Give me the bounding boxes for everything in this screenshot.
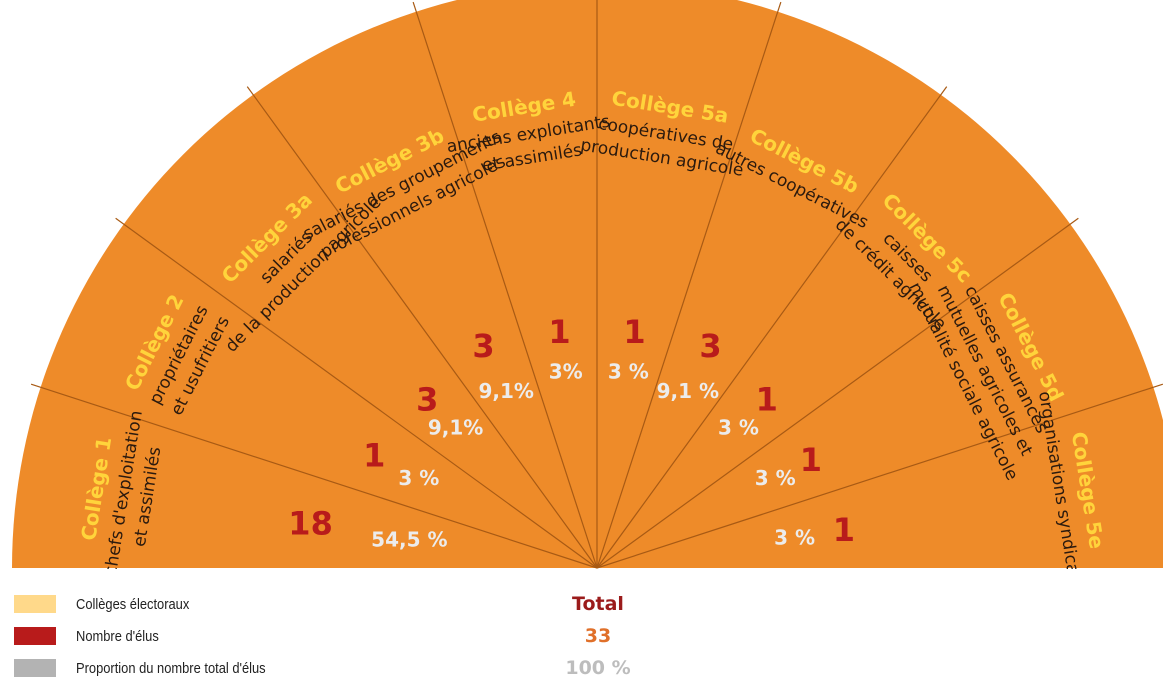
total-label: Total: [572, 593, 624, 615]
sector-divider: [30, 383, 598, 569]
legend: Collèges électoraux Nombre d'élus Propor…: [14, 588, 297, 684]
sector-divider: [115, 217, 598, 569]
legend-item-proportion: Proportion du nombre total d'élus: [14, 652, 297, 684]
legend-item-elus: Nombre d'élus: [14, 620, 297, 652]
elus-percent: 9,1%: [428, 416, 483, 440]
elus-count: 18: [288, 505, 333, 543]
elus-percent: 9,1%: [478, 379, 533, 403]
elus-count: 3: [416, 380, 438, 418]
sector-divider: [596, 1, 782, 569]
sector-divider: [596, 383, 1163, 569]
sector-divider: [596, 217, 1079, 569]
elus-count: 1: [800, 441, 822, 479]
elus-count: 1: [548, 313, 570, 351]
legend-label-colleges: Collèges électoraux: [76, 595, 190, 613]
sector-divider: [596, 86, 948, 569]
elus-count: 3: [472, 327, 494, 365]
total-percent: 100 %: [565, 657, 631, 679]
legend-label-proportion: Proportion du nombre total d'élus: [76, 659, 266, 677]
elus-percent: 9,1 %: [657, 379, 719, 403]
elus-percent: 3 %: [718, 416, 759, 440]
elus-percent: 3 %: [755, 466, 796, 490]
elus-percent: 3 %: [398, 466, 439, 490]
sector-divider: [412, 1, 598, 569]
elus-count: 1: [833, 511, 855, 549]
legend-swatch-elus: [14, 627, 56, 645]
elus-percent: 3 %: [608, 359, 649, 383]
sector-divider: [246, 86, 598, 569]
elus-percent: 3%: [549, 359, 583, 383]
elus-count: 3: [699, 327, 721, 365]
elus-percent: 3 %: [774, 526, 815, 550]
fan-background: [12, 0, 1163, 568]
elus-percent: 54,5 %: [371, 527, 447, 551]
total-block: Total 33 100 %: [498, 588, 698, 684]
total-value: 33: [584, 625, 612, 647]
legend-swatch-colleges: [14, 595, 56, 613]
elus-count: 1: [363, 437, 385, 475]
legend-swatch-proportion: [14, 659, 56, 677]
elus-count: 1: [623, 313, 645, 351]
legend-label-elus: Nombre d'élus: [76, 627, 159, 645]
elus-count: 1: [756, 380, 778, 418]
legend-item-colleges: Collèges électoraux: [14, 588, 297, 620]
